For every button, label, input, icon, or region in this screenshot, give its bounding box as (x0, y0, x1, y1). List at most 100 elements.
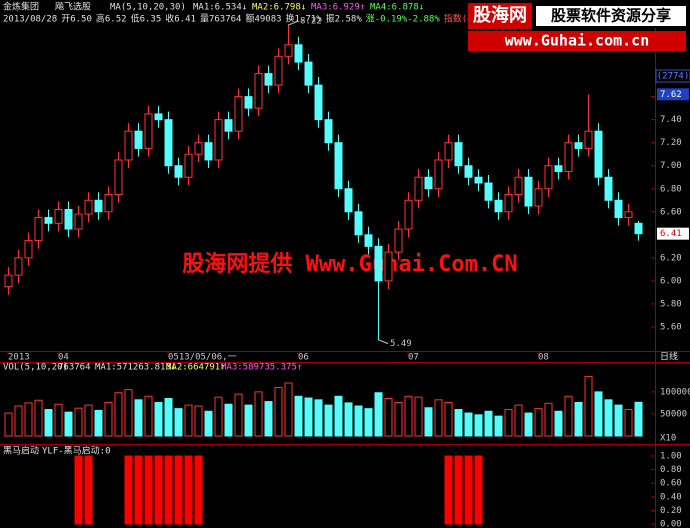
slogan-box (536, 6, 686, 26)
y-tick-label: 0.80 (660, 465, 682, 475)
candle-body (174, 165, 183, 178)
candle-body (374, 245, 383, 282)
volume-bar (314, 399, 323, 437)
y-tick-label: 6.00 (660, 276, 682, 286)
candle-body (94, 199, 103, 213)
candle-body (444, 142, 453, 161)
y-tick-label: 6.20 (660, 253, 682, 263)
candle-body (624, 211, 633, 219)
price-code: (2774) (657, 72, 690, 82)
quote-item: 振2.58% (326, 13, 363, 25)
signal-bar (74, 455, 83, 525)
volume-bar (604, 399, 613, 437)
candle-body (334, 142, 343, 190)
candle-body (454, 142, 463, 167)
candle-body (534, 188, 543, 207)
candle-body (524, 176, 533, 207)
signal-bar (194, 455, 203, 525)
candle-body (434, 159, 443, 190)
volume-bar (374, 392, 383, 437)
volume-bar (334, 395, 343, 437)
candle-body (4, 274, 13, 288)
frame (0, 28, 690, 528)
signal-bar (174, 455, 183, 525)
volume-bar (524, 412, 533, 437)
period: 日线 (660, 351, 678, 363)
candle-body (224, 119, 233, 132)
volume-bar (204, 410, 213, 437)
quote-item: 高6.52 (96, 13, 127, 25)
ma3: MA3:6.929↑ (311, 3, 365, 13)
y-tick-label: 0.60 (660, 479, 682, 489)
quote-item: 开6.50 (61, 14, 92, 25)
volume-bar (514, 404, 523, 437)
y-tick-label: 100000 (660, 387, 690, 397)
volume-bar (624, 409, 633, 437)
signal-bar (134, 455, 143, 525)
volume-bar (154, 401, 163, 437)
high-annotation: 8.22 (300, 17, 322, 27)
candle-body (354, 211, 363, 236)
volume-bar (234, 393, 243, 437)
volume-bar (134, 399, 143, 437)
candle-body (574, 142, 583, 149)
volume-bar (474, 414, 483, 437)
volume-bar (264, 401, 273, 437)
quote-item: 2013/08/28 (3, 15, 57, 25)
logo-box (468, 3, 532, 29)
candle-body (584, 130, 593, 149)
signal-formula: YLF-黑马启动:0 (42, 445, 111, 457)
x-tick-label: 07 (408, 353, 419, 363)
candle-body (204, 142, 213, 161)
candle-body (554, 165, 563, 172)
volume-bar (534, 408, 543, 437)
volume-bar (294, 395, 303, 437)
y-tick-label: 6.60 (660, 207, 682, 217)
candle-body (264, 73, 273, 86)
volume-bar (634, 401, 643, 437)
vol-ma1: MA1:571263.813↓ (95, 363, 176, 373)
quote-line: 2013/08/28 开6.50 高6.52 低6.35 收6.41 量763764 额49… (3, 13, 494, 25)
volume-bar (554, 410, 563, 437)
volume-bar (354, 405, 363, 437)
quote-item: 低6.35 (131, 13, 162, 25)
volume-bar (494, 415, 503, 437)
signal-bar (124, 455, 133, 525)
candle-body (394, 228, 403, 253)
volume-bar (164, 397, 173, 437)
candle-body (294, 44, 303, 63)
candle-body (324, 119, 333, 144)
quote-item: 换1.71% (286, 13, 323, 25)
candle-body (514, 176, 523, 196)
quote-item: 收6.41 (165, 13, 196, 25)
volume-bar (544, 402, 553, 437)
vol-value: 763764 (58, 363, 91, 373)
volume-bar (214, 396, 223, 437)
volume-bar (504, 409, 513, 437)
low-leader (377, 339, 389, 345)
candle-body (384, 251, 393, 282)
volume-bar (44, 409, 53, 437)
candle-body (64, 208, 73, 230)
signal-bar (184, 455, 193, 525)
candle-body (54, 208, 63, 224)
y-tick-label: 50000 (660, 409, 687, 419)
vol-multiplier: X10 (660, 434, 676, 444)
candle-body (214, 119, 223, 161)
high-leader (287, 20, 299, 26)
y-tick-label: 5.60 (660, 322, 682, 332)
volume-bar (4, 412, 13, 437)
volume-bar (404, 395, 413, 437)
x-tick-label: 06 (298, 353, 309, 363)
volume-bar (414, 396, 423, 437)
volume-bar (584, 375, 593, 437)
candle-body (504, 194, 513, 213)
ma4: MA4:6.878↓ (370, 3, 424, 13)
candle-body (134, 130, 143, 149)
volume-bar (394, 401, 403, 437)
watermark: 股海网提供 Www.Guhai.Com.CN (182, 251, 517, 277)
candle-body (364, 234, 373, 247)
cursor-price-box (657, 88, 689, 101)
volume-bar (434, 399, 443, 437)
volume-bar (284, 382, 293, 437)
